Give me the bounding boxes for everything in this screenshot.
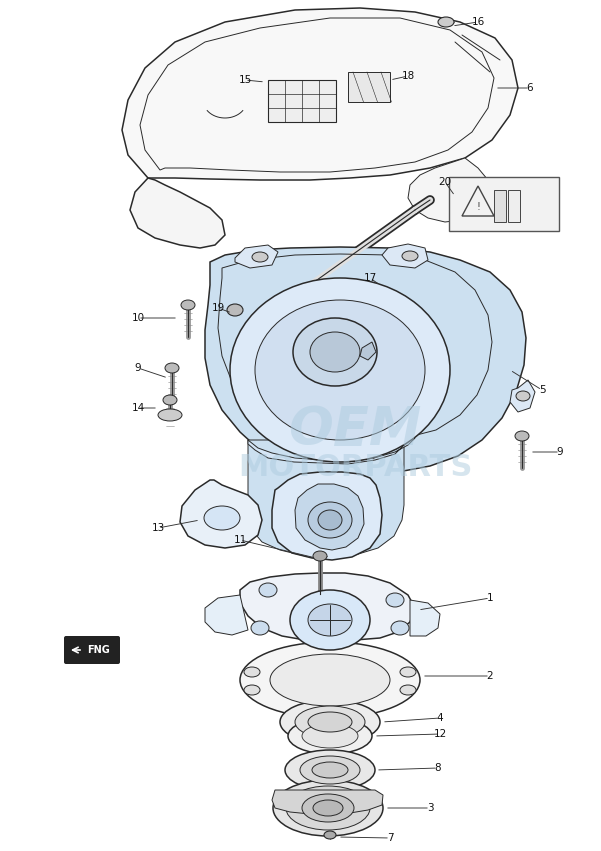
Ellipse shape bbox=[386, 593, 404, 607]
Text: 4: 4 bbox=[437, 713, 444, 723]
Ellipse shape bbox=[227, 304, 243, 316]
Text: 2: 2 bbox=[487, 671, 493, 681]
Ellipse shape bbox=[286, 786, 370, 830]
Ellipse shape bbox=[255, 300, 425, 440]
Text: 3: 3 bbox=[427, 803, 433, 813]
FancyBboxPatch shape bbox=[494, 190, 506, 222]
Ellipse shape bbox=[308, 604, 352, 636]
Polygon shape bbox=[130, 178, 225, 248]
Text: 1: 1 bbox=[487, 593, 493, 603]
Text: 17: 17 bbox=[364, 273, 377, 283]
Ellipse shape bbox=[158, 409, 182, 421]
Polygon shape bbox=[180, 480, 262, 548]
Ellipse shape bbox=[251, 621, 269, 635]
Ellipse shape bbox=[280, 700, 380, 744]
Ellipse shape bbox=[293, 318, 377, 386]
Ellipse shape bbox=[285, 750, 375, 790]
Ellipse shape bbox=[313, 551, 327, 561]
Text: 9: 9 bbox=[135, 363, 141, 373]
Text: 19: 19 bbox=[212, 303, 225, 313]
Polygon shape bbox=[295, 484, 364, 550]
Polygon shape bbox=[382, 244, 428, 268]
Polygon shape bbox=[272, 472, 382, 560]
Text: FNG: FNG bbox=[87, 645, 109, 655]
Polygon shape bbox=[360, 342, 376, 360]
Ellipse shape bbox=[516, 391, 530, 401]
Text: 9: 9 bbox=[557, 447, 563, 457]
Polygon shape bbox=[408, 158, 490, 222]
Ellipse shape bbox=[230, 278, 450, 462]
Ellipse shape bbox=[240, 642, 420, 718]
Ellipse shape bbox=[318, 510, 342, 530]
Polygon shape bbox=[410, 600, 440, 636]
Ellipse shape bbox=[313, 800, 343, 816]
Ellipse shape bbox=[515, 431, 529, 441]
Text: MOTORPARTS: MOTORPARTS bbox=[238, 454, 472, 483]
Text: 13: 13 bbox=[151, 523, 165, 533]
Polygon shape bbox=[205, 595, 248, 635]
Ellipse shape bbox=[400, 667, 416, 677]
Ellipse shape bbox=[163, 395, 177, 405]
Polygon shape bbox=[272, 790, 383, 815]
FancyBboxPatch shape bbox=[449, 177, 559, 231]
Ellipse shape bbox=[244, 667, 260, 677]
Ellipse shape bbox=[308, 712, 352, 732]
Text: 5: 5 bbox=[538, 385, 545, 395]
Ellipse shape bbox=[295, 706, 365, 738]
Ellipse shape bbox=[204, 506, 240, 530]
Ellipse shape bbox=[438, 17, 454, 27]
Ellipse shape bbox=[252, 252, 268, 262]
Text: 12: 12 bbox=[433, 729, 447, 739]
Ellipse shape bbox=[165, 363, 179, 373]
Text: OEM: OEM bbox=[288, 404, 422, 456]
Ellipse shape bbox=[181, 300, 195, 310]
Text: 11: 11 bbox=[233, 535, 246, 545]
Text: 15: 15 bbox=[239, 75, 252, 85]
Text: 20: 20 bbox=[439, 177, 451, 187]
Ellipse shape bbox=[402, 251, 418, 261]
Polygon shape bbox=[235, 245, 278, 268]
Polygon shape bbox=[122, 8, 518, 180]
Ellipse shape bbox=[300, 756, 360, 784]
FancyBboxPatch shape bbox=[348, 72, 390, 102]
Text: 14: 14 bbox=[132, 403, 145, 413]
Polygon shape bbox=[205, 247, 526, 474]
Ellipse shape bbox=[273, 780, 383, 836]
Ellipse shape bbox=[270, 654, 390, 706]
Ellipse shape bbox=[400, 685, 416, 695]
Text: 6: 6 bbox=[526, 83, 533, 93]
Polygon shape bbox=[248, 438, 415, 464]
FancyBboxPatch shape bbox=[508, 190, 520, 222]
Polygon shape bbox=[240, 573, 415, 641]
Ellipse shape bbox=[310, 332, 360, 372]
Ellipse shape bbox=[288, 718, 372, 754]
Ellipse shape bbox=[290, 590, 370, 650]
Polygon shape bbox=[248, 440, 404, 558]
Text: 8: 8 bbox=[435, 763, 441, 773]
Ellipse shape bbox=[302, 724, 358, 748]
Ellipse shape bbox=[308, 502, 352, 538]
Ellipse shape bbox=[302, 794, 354, 822]
Polygon shape bbox=[510, 380, 535, 412]
Text: 18: 18 bbox=[401, 71, 415, 81]
Ellipse shape bbox=[391, 621, 409, 635]
Ellipse shape bbox=[324, 831, 336, 839]
FancyBboxPatch shape bbox=[268, 80, 336, 122]
Text: !: ! bbox=[476, 202, 480, 212]
Text: 7: 7 bbox=[386, 833, 393, 843]
FancyBboxPatch shape bbox=[64, 636, 120, 664]
Text: 16: 16 bbox=[471, 17, 484, 27]
Text: 10: 10 bbox=[132, 313, 145, 323]
Ellipse shape bbox=[259, 583, 277, 597]
Ellipse shape bbox=[312, 762, 348, 778]
Ellipse shape bbox=[244, 685, 260, 695]
